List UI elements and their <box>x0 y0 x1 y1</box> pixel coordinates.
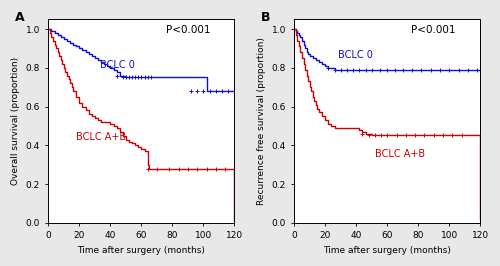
Text: B: B <box>260 11 270 24</box>
Text: P<0.001: P<0.001 <box>166 26 210 35</box>
Text: BCLC A+B: BCLC A+B <box>76 132 126 142</box>
Text: BCLC 0: BCLC 0 <box>100 60 134 70</box>
Text: A: A <box>15 11 24 24</box>
X-axis label: Time after surgery (months): Time after surgery (months) <box>324 246 451 255</box>
Text: P<0.001: P<0.001 <box>412 26 456 35</box>
Y-axis label: Recurrence free survival (proportion): Recurrence free survival (proportion) <box>257 37 266 205</box>
Text: BCLC 0: BCLC 0 <box>338 50 372 60</box>
Y-axis label: Overall survival (proportion): Overall survival (proportion) <box>11 57 20 185</box>
Text: BCLC A+B: BCLC A+B <box>375 149 425 159</box>
X-axis label: Time after surgery (months): Time after surgery (months) <box>78 246 206 255</box>
